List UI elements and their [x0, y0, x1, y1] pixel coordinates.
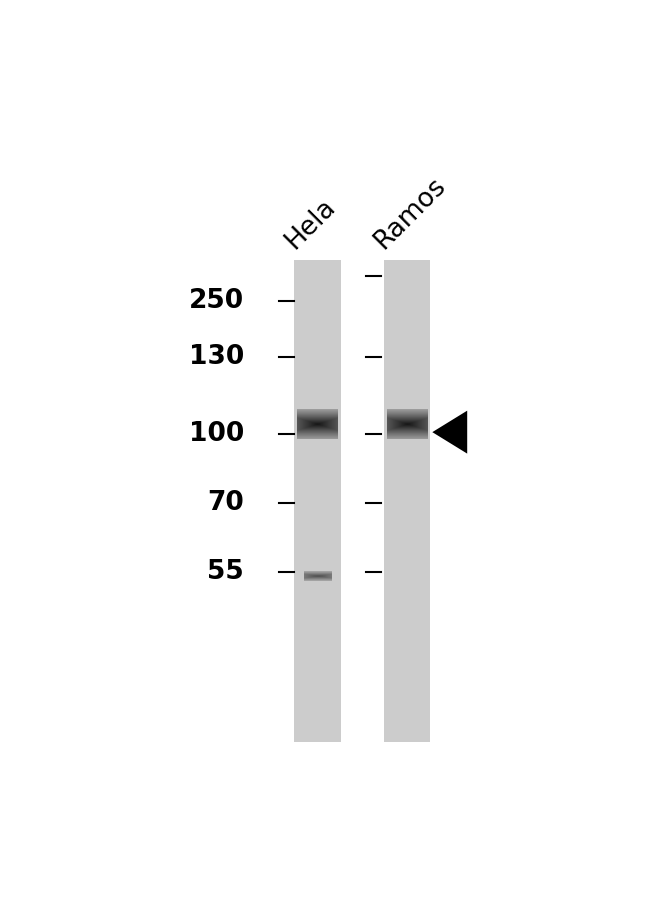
Bar — [384, 260, 430, 742]
Text: 130: 130 — [188, 344, 244, 369]
Text: 70: 70 — [207, 490, 244, 516]
Polygon shape — [432, 411, 467, 454]
Bar — [294, 260, 341, 742]
Text: Hela: Hela — [280, 194, 341, 255]
Text: 250: 250 — [189, 289, 244, 314]
Text: 55: 55 — [207, 560, 244, 585]
Text: Ramos: Ramos — [369, 173, 450, 255]
Text: 100: 100 — [188, 421, 244, 447]
